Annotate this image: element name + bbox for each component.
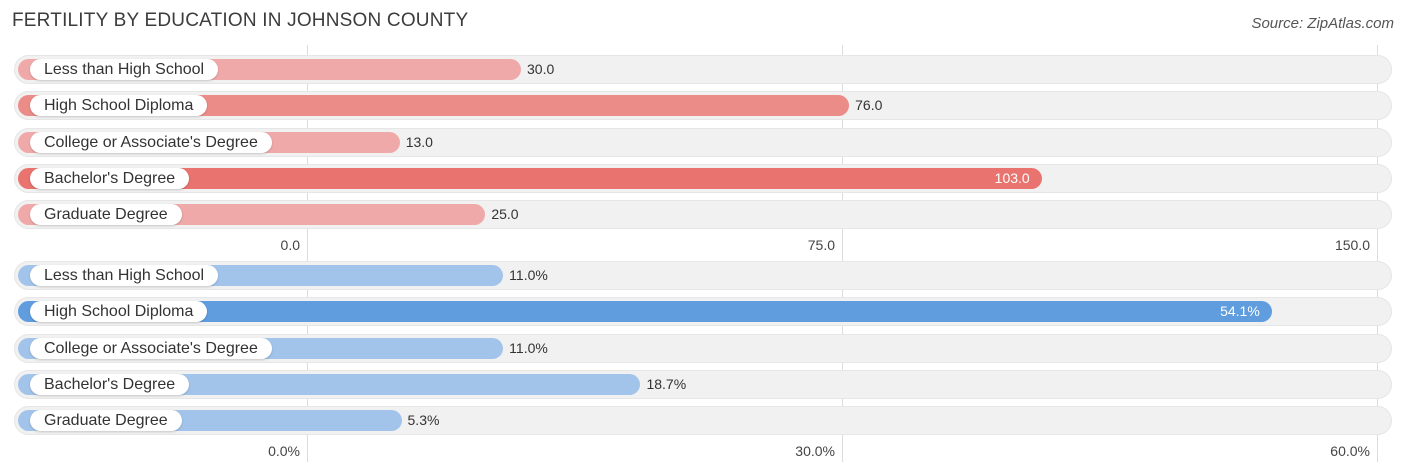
value-label: 54.1%: [1220, 303, 1260, 319]
chart-title: FERTILITY BY EDUCATION IN JOHNSON COUNTY: [12, 10, 469, 31]
bar: [18, 301, 1272, 322]
category-label: Bachelor's Degree: [30, 374, 190, 395]
category-label: High School Diploma: [30, 95, 208, 116]
value-label: 18.7%: [646, 376, 687, 392]
category-label: College or Associate's Degree: [30, 338, 272, 359]
value-label: 30.0: [527, 61, 555, 77]
bar: [18, 95, 850, 116]
category-label: Bachelor's Degree: [30, 168, 190, 189]
category-label: Less than High School: [30, 59, 219, 80]
axis-tick-label: 60.0%: [1330, 443, 1370, 459]
value-label: 11.0%: [509, 340, 548, 356]
axis-tick-label: 75.0: [807, 237, 835, 253]
axis-tick-label: 0.0%: [268, 443, 300, 459]
value-label: 103.0: [994, 170, 1030, 186]
value-label: 5.3%: [407, 412, 440, 428]
category-label: College or Associate's Degree: [30, 132, 272, 153]
category-label: High School Diploma: [30, 301, 208, 322]
axis-tick-label: 30.0%: [795, 443, 835, 459]
axis-tick-label: 0.0: [280, 237, 300, 253]
axis-tick-label: 150.0: [1334, 237, 1370, 253]
value-label: 25.0: [491, 206, 519, 222]
bar: [18, 168, 1042, 189]
category-label: Graduate Degree: [30, 410, 182, 431]
source-label: Source: ZipAtlas.com: [1251, 15, 1394, 32]
category-label: Graduate Degree: [30, 204, 182, 225]
category-label: Less than High School: [30, 265, 219, 286]
value-label: 13.0: [405, 134, 433, 150]
value-label: 11.0%: [509, 267, 548, 283]
value-label: 76.0: [855, 97, 883, 113]
